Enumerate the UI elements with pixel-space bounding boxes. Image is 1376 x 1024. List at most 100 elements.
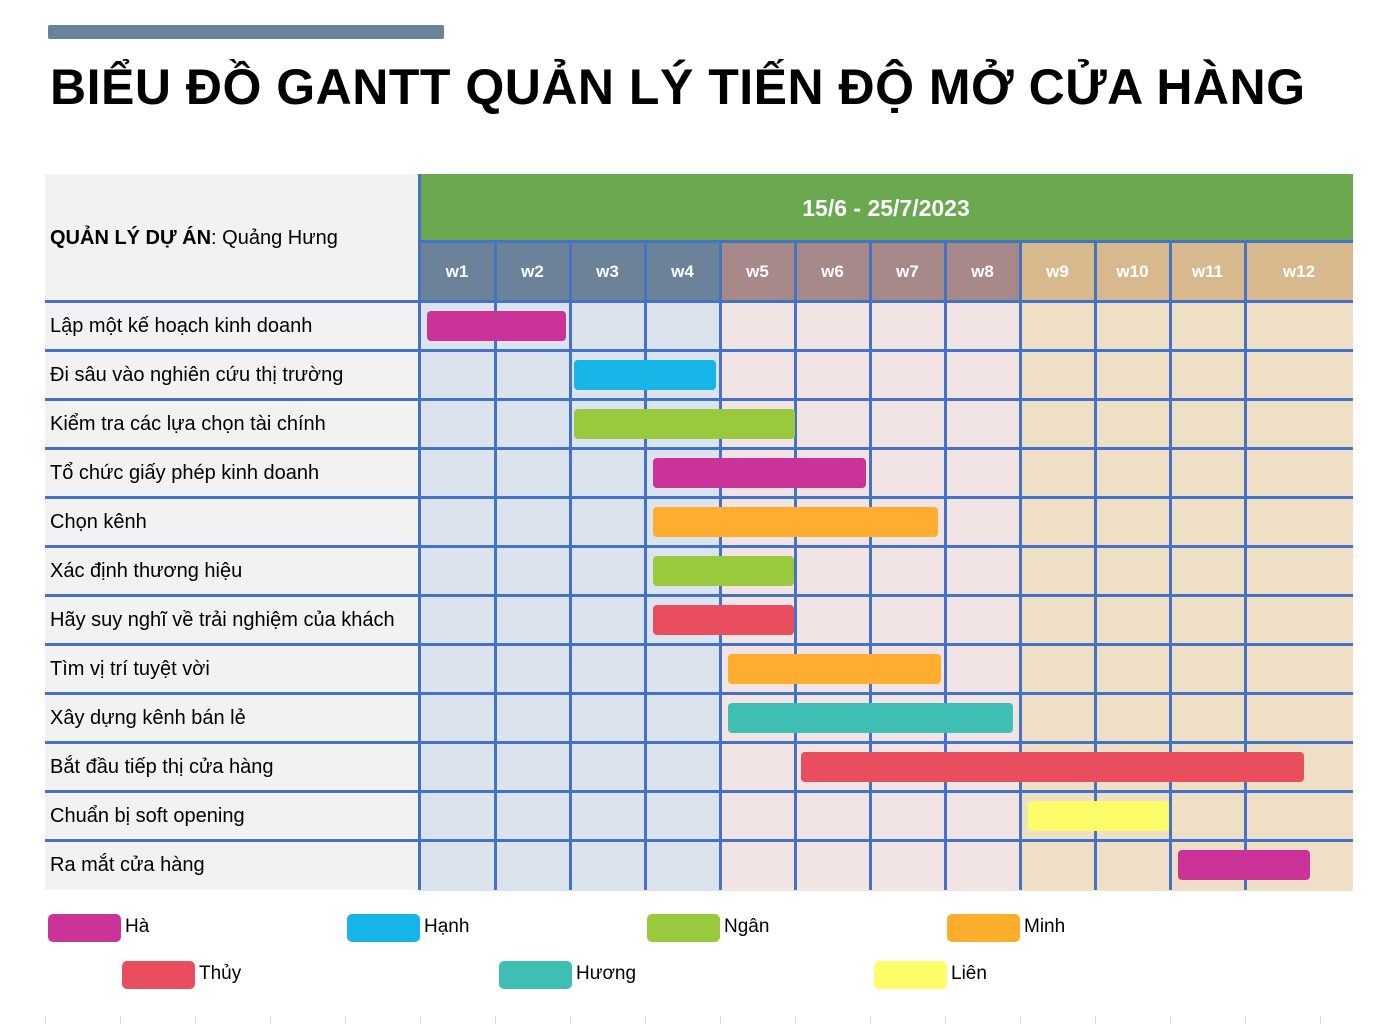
task-label: Chọn kênh (45, 498, 419, 547)
week-header-w4: w4 (645, 242, 720, 302)
legend-label: Hà (125, 916, 150, 937)
grid-line-column (1244, 242, 1247, 890)
tick-mark (1320, 1016, 1321, 1024)
week-header-w10: w10 (1095, 242, 1170, 302)
task-label: Xây dựng kênh bán lẻ (45, 694, 419, 743)
tick-mark (720, 1016, 721, 1024)
task-label: Xác định thương hiệu (45, 547, 419, 596)
task-bar (573, 409, 795, 439)
decorative-top-bar (48, 25, 444, 39)
tick-mark (495, 1016, 496, 1024)
task-bar (652, 556, 794, 586)
grid-line-header (419, 240, 1353, 243)
tick-mark (1020, 1016, 1021, 1024)
grid-line-column (1094, 242, 1097, 890)
grid-line-row (45, 594, 1353, 597)
date-range-header: 15/6 - 25/7/2023 (419, 174, 1353, 242)
task-bar (573, 360, 717, 390)
legend-swatch (647, 914, 720, 942)
task-bar (727, 654, 942, 684)
task-label: Kiểm tra các lựa chọn tài chính (45, 400, 419, 449)
task-bar (652, 458, 867, 488)
week-header-w12: w12 (1245, 242, 1353, 302)
tick-mark (945, 1016, 946, 1024)
task-bar (1027, 801, 1169, 831)
grid-line-row (45, 741, 1353, 744)
tick-mark (1245, 1016, 1246, 1024)
task-label: Chuẩn bị soft opening (45, 792, 419, 841)
task-bar (727, 703, 1013, 733)
task-label: Tổ chức giấy phép kinh doanh (45, 449, 419, 498)
legend-label: Ngân (724, 916, 770, 937)
legend-swatch (347, 914, 420, 942)
tick-mark (345, 1016, 346, 1024)
legend-swatch (48, 914, 121, 942)
grid-line-column (569, 242, 572, 890)
grid-line-column (1169, 242, 1172, 890)
week-header-w1: w1 (419, 242, 495, 302)
tick-mark (645, 1016, 646, 1024)
grid-line-row (45, 692, 1353, 695)
grid-line-row (45, 496, 1353, 499)
legend-label: Minh (1024, 916, 1066, 937)
grid-line-column (644, 242, 647, 890)
week-header-w2: w2 (495, 242, 570, 302)
grid-line-row (45, 447, 1353, 450)
grid-line-column (794, 242, 797, 890)
gantt-chart: QUẢN LÝ DỰ ÁN: Quảng Hưng 15/6 - 25/7/20… (45, 174, 1353, 891)
week-header-w6: w6 (795, 242, 870, 302)
legend-swatch (947, 914, 1020, 942)
grid-line-column (869, 242, 872, 890)
legend-swatch (499, 961, 572, 989)
week-header-w5: w5 (720, 242, 795, 302)
legend-label: Hạnh (424, 916, 470, 937)
project-manager-cell: QUẢN LÝ DỰ ÁN: Quảng Hưng (45, 174, 419, 302)
grid-line-column (1019, 242, 1022, 890)
task-label: Ra mắt cửa hàng (45, 841, 419, 890)
tick-mark (120, 1016, 121, 1024)
legend-swatch (874, 961, 947, 989)
tick-mark (420, 1016, 421, 1024)
grid-line-row (45, 300, 1353, 303)
legend-label: Hương (576, 963, 637, 984)
bottom-tick-marks (0, 1016, 1376, 1024)
grid-line-column (494, 242, 497, 890)
tick-mark (270, 1016, 271, 1024)
task-label: Bắt đầu tiếp thị cửa hàng (45, 743, 419, 792)
tick-mark (45, 1016, 46, 1024)
project-manager-separator: : (211, 226, 223, 249)
legend-swatch (122, 961, 195, 989)
grid-line-row (45, 349, 1353, 352)
legend-label: Liên (951, 963, 987, 984)
task-label: Tìm vị trí tuyệt vời (45, 645, 419, 694)
task-label: Đi sâu vào nghiên cứu thị trường (45, 351, 419, 400)
task-bar (652, 507, 938, 537)
week-header-w8: w8 (945, 242, 1020, 302)
task-bar (426, 311, 567, 341)
task-bar (652, 605, 794, 635)
task-bar (1177, 850, 1310, 880)
grid-line-column (944, 242, 947, 890)
tick-mark (195, 1016, 196, 1024)
tick-mark (795, 1016, 796, 1024)
legend-label: Thủy (199, 963, 242, 984)
grid-line-row (45, 398, 1353, 401)
week-header-w9: w9 (1020, 242, 1095, 302)
task-label: Lập một kế hoạch kinh doanh (45, 302, 419, 351)
tick-mark (570, 1016, 571, 1024)
tick-mark (1170, 1016, 1171, 1024)
grid-line-column (418, 174, 421, 890)
grid-line-row (45, 643, 1353, 646)
project-manager-label: QUẢN LÝ DỰ ÁN (50, 226, 212, 249)
tick-mark (870, 1016, 871, 1024)
grid-line-row (45, 545, 1353, 548)
week-header-w7: w7 (870, 242, 945, 302)
week-header-w3: w3 (570, 242, 645, 302)
grid-line-row (45, 790, 1353, 793)
page-title: BIỂU ĐỒ GANTT QUẢN LÝ TIẾN ĐỘ MỞ CỬA HÀN… (50, 59, 1306, 115)
week-header-w11: w11 (1170, 242, 1245, 302)
tick-mark (1095, 1016, 1096, 1024)
project-manager-name: Quảng Hưng (222, 226, 338, 249)
task-label: Hãy suy nghĩ về trải nghiệm của khách (45, 596, 419, 645)
